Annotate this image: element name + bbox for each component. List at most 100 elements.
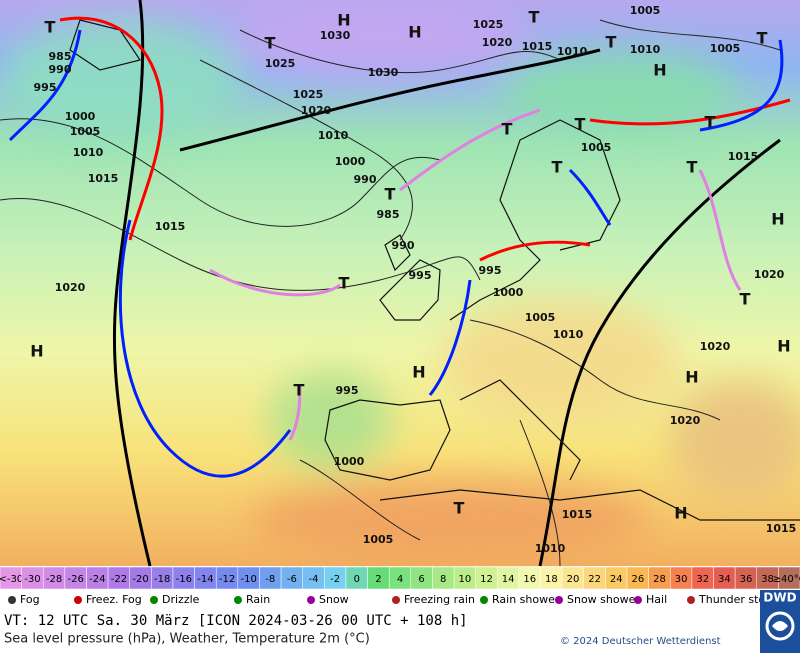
scale-label: 34 bbox=[718, 574, 731, 585]
scale-label: 30 bbox=[675, 574, 688, 585]
dwd-logo: DWD bbox=[760, 590, 800, 653]
isobar-label: 1010 bbox=[318, 129, 349, 142]
pressure-center: H bbox=[685, 368, 698, 387]
pressure-center: T bbox=[502, 120, 513, 139]
isobar-label: 1020 bbox=[482, 36, 513, 49]
fronts bbox=[8, 16, 791, 478]
isobar-label: 1015 bbox=[766, 522, 797, 535]
isobar-label: 1005 bbox=[630, 4, 661, 17]
legend-label: Freezing rain bbox=[404, 593, 475, 606]
isobar-label: 1005 bbox=[525, 311, 556, 324]
pressure-center: T bbox=[606, 33, 617, 52]
scale-label: 2 bbox=[375, 574, 381, 585]
pressure-center: H bbox=[30, 342, 43, 361]
pressure-center: T bbox=[385, 185, 396, 204]
isobar-label: 1010 bbox=[73, 146, 104, 159]
pressure-center: H bbox=[653, 61, 666, 80]
legend-icon bbox=[555, 596, 563, 604]
legend-label: Hail bbox=[646, 593, 667, 606]
scale-label: <-30 bbox=[0, 574, 23, 585]
scale-label: -22 bbox=[111, 574, 127, 585]
pressure-center: H bbox=[674, 504, 687, 523]
isobars bbox=[0, 19, 781, 567]
legend-icon bbox=[150, 596, 158, 604]
isobar-label: 1000 bbox=[493, 286, 524, 299]
isobar-label: 1010 bbox=[553, 328, 584, 341]
scale-label: -28 bbox=[46, 574, 62, 585]
isobar-label: 995 bbox=[479, 264, 502, 277]
pressure-center: T bbox=[705, 113, 716, 132]
pressure-center: H bbox=[337, 11, 350, 30]
scale-label: 28 bbox=[653, 574, 666, 585]
scale-label: 24 bbox=[610, 574, 623, 585]
isobar-label: 1020 bbox=[301, 104, 332, 117]
isobar-label: 1015 bbox=[728, 150, 759, 163]
scale-label: 22 bbox=[588, 574, 601, 585]
isobar-label: 1030 bbox=[320, 29, 351, 42]
legend-icon bbox=[8, 596, 16, 604]
isobar-label: 1005 bbox=[363, 533, 394, 546]
pressure-center: T bbox=[265, 34, 276, 53]
isobar-label: 1015 bbox=[562, 508, 593, 521]
scale-label: 12 bbox=[480, 574, 493, 585]
isobar-label: 1015 bbox=[155, 220, 186, 233]
legend-icon bbox=[307, 596, 315, 604]
legend-label: Snow shower bbox=[567, 593, 640, 606]
scale-label: -30 bbox=[24, 574, 40, 585]
isobar-label: 990 bbox=[392, 239, 415, 252]
isobar-label: 990 bbox=[354, 173, 377, 186]
legend-bg bbox=[0, 589, 760, 612]
legend-label: Snow bbox=[319, 593, 349, 606]
isobar-label: 1010 bbox=[630, 43, 661, 56]
isobar-label: 990 bbox=[49, 63, 72, 76]
pressure-center: T bbox=[757, 29, 768, 48]
isobar-label: 995 bbox=[336, 384, 359, 397]
scale-label: -4 bbox=[309, 574, 319, 585]
pressure-center: T bbox=[687, 158, 698, 177]
isobar-label: 1010 bbox=[557, 45, 588, 58]
legend-label: Thunder storm bbox=[698, 593, 780, 606]
legend-label: Rain bbox=[246, 593, 270, 606]
pressure-center: H bbox=[412, 363, 425, 382]
scale-label: -2 bbox=[330, 574, 340, 585]
isobar-label: 1010 bbox=[535, 542, 566, 555]
legend-icon bbox=[234, 596, 242, 604]
isobar-label: 1015 bbox=[88, 172, 119, 185]
copyright: © 2024 Deutscher Wetterdienst bbox=[560, 636, 721, 647]
pressure-center: T bbox=[339, 274, 350, 293]
legend-label: Drizzle bbox=[162, 593, 200, 606]
isobar-label: 995 bbox=[34, 81, 57, 94]
scale-label: 10 bbox=[458, 574, 471, 585]
scale-label: 6 bbox=[418, 574, 424, 585]
isobar-label: 1005 bbox=[70, 125, 101, 138]
pressure-center: T bbox=[454, 499, 465, 518]
isobar-label: 1005 bbox=[581, 141, 612, 154]
isobar-label: 1025 bbox=[473, 18, 504, 31]
scale-label: -18 bbox=[154, 574, 170, 585]
isobar-label: 985 bbox=[377, 208, 400, 221]
isobar-label: 1015 bbox=[522, 40, 553, 53]
legend-label: Rain shower bbox=[492, 593, 560, 606]
major-isobars bbox=[112, 0, 781, 567]
isobar-label: 1020 bbox=[670, 414, 701, 427]
scale-label: 18 bbox=[545, 574, 558, 585]
scale-label: 32 bbox=[696, 574, 709, 585]
scale-label: -14 bbox=[197, 574, 213, 585]
legend-icon bbox=[392, 596, 400, 604]
isobar-label: 1025 bbox=[293, 88, 324, 101]
isobar-label: 985 bbox=[49, 50, 72, 63]
legend-label: Freez. Fog bbox=[86, 593, 142, 606]
description: Sea level pressure (hPa), Weather, Tempe… bbox=[4, 632, 370, 647]
isobar-label: 1000 bbox=[65, 110, 96, 123]
isobar-label: 1020 bbox=[754, 268, 785, 281]
pressure-center: T bbox=[552, 158, 563, 177]
scale-label: -8 bbox=[265, 574, 275, 585]
legend-icon bbox=[74, 596, 82, 604]
scale-label: ≥40°C bbox=[773, 574, 800, 585]
scale-label: -16 bbox=[176, 574, 192, 585]
legend-icon bbox=[480, 596, 488, 604]
scale-label: 8 bbox=[440, 574, 446, 585]
isobar-label: 1000 bbox=[334, 455, 365, 468]
pressure-center: H bbox=[777, 337, 790, 356]
